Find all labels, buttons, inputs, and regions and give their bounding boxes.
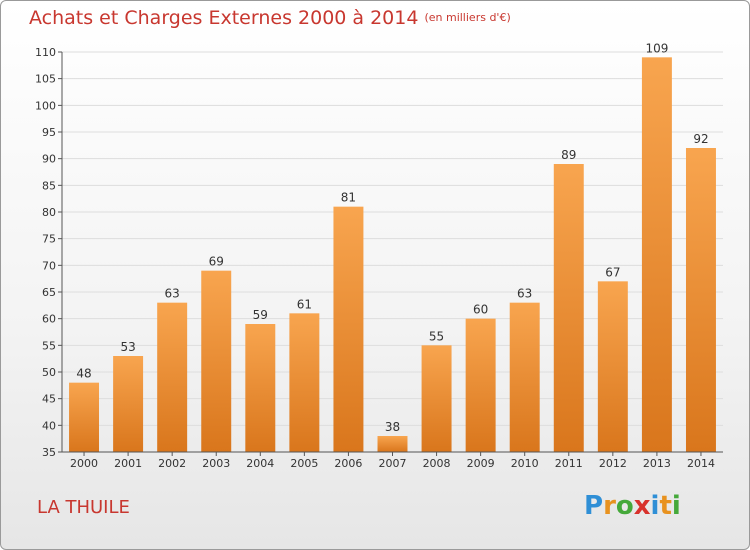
data-label-2008: 55 bbox=[429, 329, 444, 343]
x-tick-label: 2008 bbox=[423, 457, 451, 470]
y-tick-label: 70 bbox=[42, 259, 56, 272]
data-label-2004: 59 bbox=[253, 308, 268, 322]
data-label-2006: 81 bbox=[341, 191, 356, 205]
data-label-2012: 67 bbox=[605, 265, 620, 279]
y-tick-label: 110 bbox=[35, 46, 56, 59]
bar-2006 bbox=[333, 206, 364, 452]
bar-2013 bbox=[641, 57, 672, 452]
y-tick-label: 40 bbox=[42, 419, 56, 432]
y-tick-label: 80 bbox=[42, 206, 56, 219]
brand-letter: t bbox=[659, 491, 672, 521]
bar-2007 bbox=[377, 436, 408, 452]
bar-2008 bbox=[421, 345, 452, 452]
x-tick-label: 2012 bbox=[599, 457, 627, 470]
x-tick-label: 2010 bbox=[511, 457, 539, 470]
bar-2000 bbox=[69, 382, 100, 452]
x-tick-label: 2007 bbox=[379, 457, 407, 470]
bar-2004 bbox=[245, 324, 276, 452]
y-tick-label: 75 bbox=[42, 233, 56, 246]
x-tick-label: 2014 bbox=[687, 457, 715, 470]
data-label-2002: 63 bbox=[165, 287, 180, 301]
x-tick-label: 2011 bbox=[555, 457, 583, 470]
bar-layer: 48 53 63 69 59 61 81 38 55 60 63 89 67 109 92 bbox=[69, 41, 716, 452]
brand-letter: i bbox=[671, 491, 681, 521]
x-tick-label: 2013 bbox=[643, 457, 671, 470]
data-label-2013: 109 bbox=[645, 41, 668, 55]
bar-2014 bbox=[685, 148, 716, 452]
data-label-2010: 63 bbox=[517, 287, 532, 301]
bar-2003 bbox=[201, 270, 232, 452]
axis-layer: 35 40 45 50 55 60 65 70 75 80 85 90 95 100 105 110 2000 2… bbox=[35, 46, 723, 470]
y-tick-label: 90 bbox=[42, 153, 56, 166]
x-tick-label: 2009 bbox=[467, 457, 495, 470]
bar-2012 bbox=[597, 281, 628, 452]
y-tick-label: 60 bbox=[42, 313, 56, 326]
town-name: LA THUILE bbox=[37, 497, 130, 518]
chart-title-block: Achats et Charges Externes 2000 à 2014 (e… bbox=[29, 7, 511, 29]
x-tick-label: 2001 bbox=[114, 457, 142, 470]
x-tick-label: 2000 bbox=[70, 457, 98, 470]
x-tick-label: 2004 bbox=[246, 457, 274, 470]
y-tick-label: 45 bbox=[42, 393, 56, 406]
brand-letter: r bbox=[603, 491, 616, 521]
y-tick-label: 35 bbox=[42, 446, 56, 459]
data-label-2014: 92 bbox=[693, 132, 708, 146]
y-tick-label: 55 bbox=[42, 339, 56, 352]
y-tick-label: 85 bbox=[42, 179, 56, 192]
bar-2009 bbox=[465, 318, 496, 452]
y-tick-label: 100 bbox=[35, 99, 56, 112]
brand-letter: x bbox=[633, 491, 651, 521]
chart-title: Achats et Charges Externes 2000 à 2014 bbox=[29, 7, 419, 29]
x-tick-label: 2003 bbox=[202, 457, 230, 470]
y-tick-label: 95 bbox=[42, 126, 56, 139]
y-tick-label: 50 bbox=[42, 366, 56, 379]
bar-2005 bbox=[289, 313, 320, 452]
x-tick-label: 2002 bbox=[158, 457, 186, 470]
brand-letter: P bbox=[584, 491, 604, 521]
bar-2010 bbox=[509, 302, 540, 452]
proxiti-logo: Proxiti bbox=[584, 491, 681, 521]
brand-letter: i bbox=[650, 491, 660, 521]
bar-2002 bbox=[157, 302, 188, 452]
bar-2001 bbox=[113, 356, 144, 452]
x-tick-label: 2005 bbox=[290, 457, 318, 470]
brand-letter: o bbox=[615, 491, 634, 521]
data-label-2001: 53 bbox=[120, 340, 135, 354]
data-label-2011: 89 bbox=[561, 148, 576, 162]
data-label-2009: 60 bbox=[473, 303, 488, 317]
data-label-2005: 61 bbox=[297, 297, 312, 311]
data-label-2007: 38 bbox=[385, 420, 400, 434]
chart-unit: (en milliers d'€) bbox=[424, 11, 511, 24]
x-tick-label: 2006 bbox=[334, 457, 362, 470]
data-label-2003: 69 bbox=[209, 255, 224, 269]
y-tick-label: 105 bbox=[35, 73, 56, 86]
y-tick-label: 65 bbox=[42, 286, 56, 299]
data-label-2000: 48 bbox=[76, 367, 91, 381]
bar-2011 bbox=[553, 164, 584, 452]
